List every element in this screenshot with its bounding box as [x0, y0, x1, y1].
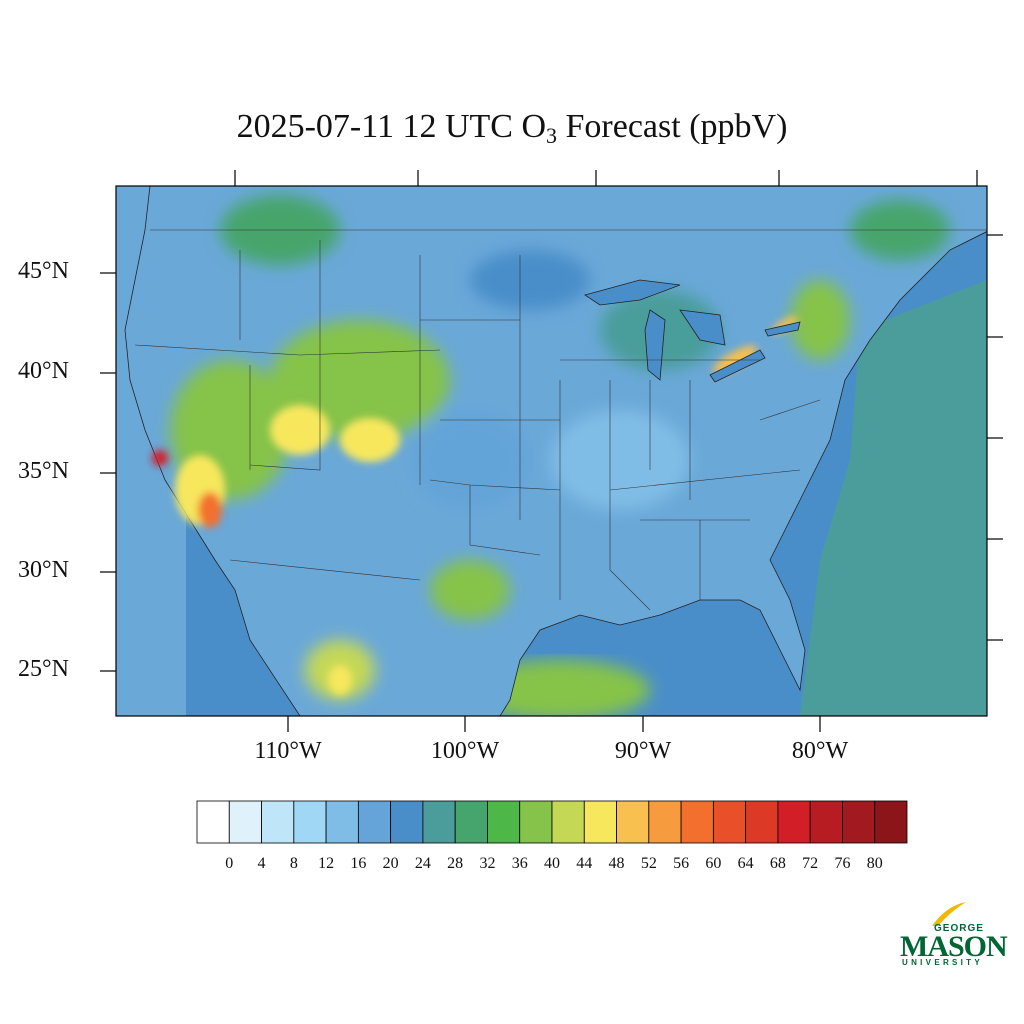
colorbar-swatch [228, 800, 262, 844]
colorbar-tick-label: 8 [289, 855, 298, 872]
lon-label-80: 80°W [791, 738, 849, 764]
colorbar [196, 800, 908, 844]
colorbar-tick-label: 28 [447, 855, 464, 872]
colorbar-swatch [680, 800, 714, 844]
colorbar-swatch [261, 800, 295, 844]
land-patch [790, 280, 850, 360]
colorbar-swatch [519, 800, 553, 844]
colorbar-swatch [842, 800, 876, 844]
colorbar-tick-label: 64 [737, 855, 754, 872]
high-ozone-patch [328, 665, 352, 695]
lon-label-90: 90°W [614, 738, 672, 764]
high-ozone-patch [152, 450, 168, 466]
lon-label-110: 110°W [254, 738, 322, 764]
logo-mason-text: MASON [900, 930, 1008, 963]
colorbar-tick-label: 12 [318, 855, 335, 872]
colorbar-swatch [616, 800, 650, 844]
colorbar-tick-label: 52 [640, 855, 657, 872]
land-patch [430, 560, 510, 620]
colorbar-swatch [745, 800, 779, 844]
colorbar-tick-label: 48 [608, 855, 625, 872]
colorbar-swatch [712, 800, 747, 844]
axis-ticks [100, 170, 1003, 732]
high-ozone-patch [340, 418, 400, 462]
land-patch [410, 410, 530, 510]
colorbar-swatch [325, 800, 359, 844]
colorbar-tick-label: 80 [866, 855, 883, 872]
atlantic-ocean [800, 280, 987, 716]
colorbar-swatch [487, 800, 521, 844]
lat-label-45: 45°N [18, 258, 69, 284]
logo-george-text: GEORGE [934, 923, 984, 934]
map-title: 2025-07-11 12 UTC O3 Forecast (ppbV) [0, 108, 1024, 149]
high-ozone-patch [198, 492, 222, 528]
logo-university-text: UNIVERSITY [902, 958, 984, 967]
colorbar-swatch [454, 800, 488, 844]
colorbar-swatch [357, 800, 392, 844]
colorbar-swatch [809, 800, 843, 844]
lat-label-25: 25°N [18, 656, 69, 682]
colorbar-tick-label: 60 [705, 855, 722, 872]
colorbar-tick-label: 0 [225, 855, 234, 872]
colorbar-tick-label: 56 [673, 855, 690, 872]
title-prefix: 2025-07-11 12 UTC O [236, 108, 547, 145]
colorbar-tick-label: 44 [576, 855, 593, 872]
title-suffix: Forecast (ppbV) [557, 108, 788, 145]
title-subscript: 3 [546, 123, 558, 148]
colorbar-swatch [196, 800, 230, 844]
high-ozone-patch [270, 405, 330, 455]
colorbar-tick-label: 16 [350, 855, 367, 872]
state-boundaries [134, 229, 987, 611]
lat-label-30: 30°N [18, 557, 69, 583]
great-lakes [584, 279, 801, 383]
colorbar-swatch [422, 800, 456, 844]
colorbar-tick-label: 72 [802, 855, 819, 872]
colorbar-swatch [551, 800, 585, 844]
land-patch [550, 410, 690, 510]
colorbar-tick-label: 68 [769, 855, 786, 872]
colorbar-swatch [293, 800, 327, 844]
logo-leaf-icon [932, 902, 966, 926]
colorbar-tick-label: 24 [414, 855, 431, 872]
colorbar-swatch [648, 800, 682, 844]
colorbar-swatch [874, 800, 908, 844]
colorbar-tick-label: 76 [834, 855, 851, 872]
lat-label-35: 35°N [18, 458, 69, 484]
lon-label-100: 100°W [430, 738, 500, 764]
colorbar-swatch [583, 800, 617, 844]
colorbar-swatch [777, 800, 811, 844]
gmu-logo: GEORGE MASON UNIVERSITY [898, 900, 1008, 970]
plot-frame [115, 185, 988, 717]
colorbar-tick-label: 20 [382, 855, 399, 872]
colorbar-swatch [390, 800, 424, 844]
colorbar-tick-label: 32 [479, 855, 496, 872]
colorbar-tick-label: 36 [511, 855, 528, 872]
lat-label-40: 40°N [18, 358, 69, 384]
land-patch [470, 250, 590, 310]
colorbar-tick-label: 4 [257, 855, 266, 872]
colorbar-tick-label: 40 [544, 855, 560, 872]
